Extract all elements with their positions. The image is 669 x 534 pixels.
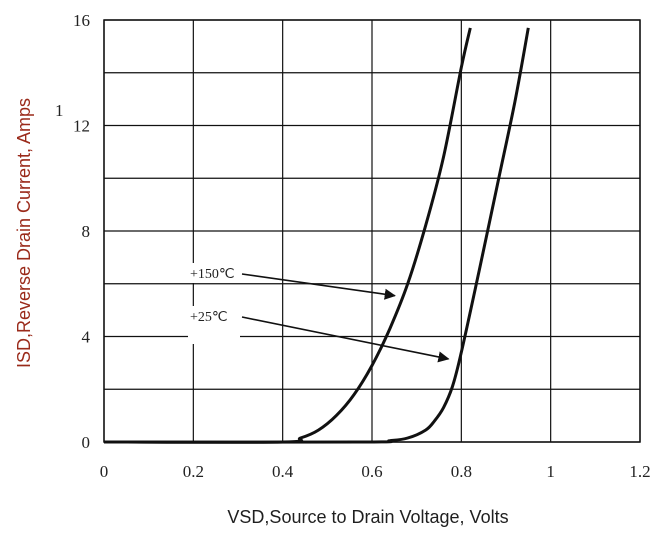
y-tick-label: 4 <box>82 328 91 347</box>
y-tick-label: 8 <box>82 222 91 241</box>
plot-frame <box>103 19 641 443</box>
annotation-label: +150℃ <box>190 267 235 282</box>
x-tick-label: 0.8 <box>451 462 472 481</box>
y-tick-label: 0 <box>82 433 91 452</box>
x-tick-label: 1 <box>546 462 555 481</box>
label-mask <box>188 263 240 283</box>
x-tick-label: 1.2 <box>629 462 650 481</box>
annotation-arrow <box>241 316 450 363</box>
tick-labels: 0 0.2 0.4 0.6 0.8 1 1.2 0 4 8 12 16 <box>73 11 651 481</box>
y-axis-title: ISD,Reverse Drain Current, Amps <box>14 98 34 368</box>
series-lines <box>103 27 530 444</box>
y-tick-label: 12 <box>73 117 90 136</box>
series-line <box>103 27 472 444</box>
label-mask <box>188 306 240 344</box>
y-tick-label: 16 <box>73 11 90 30</box>
annotations: +150℃ +25℃ <box>188 263 450 363</box>
x-tick-label: 0 <box>100 462 109 481</box>
grid <box>103 19 641 443</box>
x-tick-label: 0.4 <box>272 462 294 481</box>
annotation-arrow <box>241 273 396 300</box>
annotation-label: +25℃ <box>190 310 228 325</box>
series-line <box>103 27 530 444</box>
x-tick-label: 0.6 <box>361 462 382 481</box>
stray-label: 1 <box>55 101 64 120</box>
x-axis-title: VSD,Source to Drain Voltage, Volts <box>227 507 508 527</box>
x-tick-label: 0.2 <box>183 462 204 481</box>
